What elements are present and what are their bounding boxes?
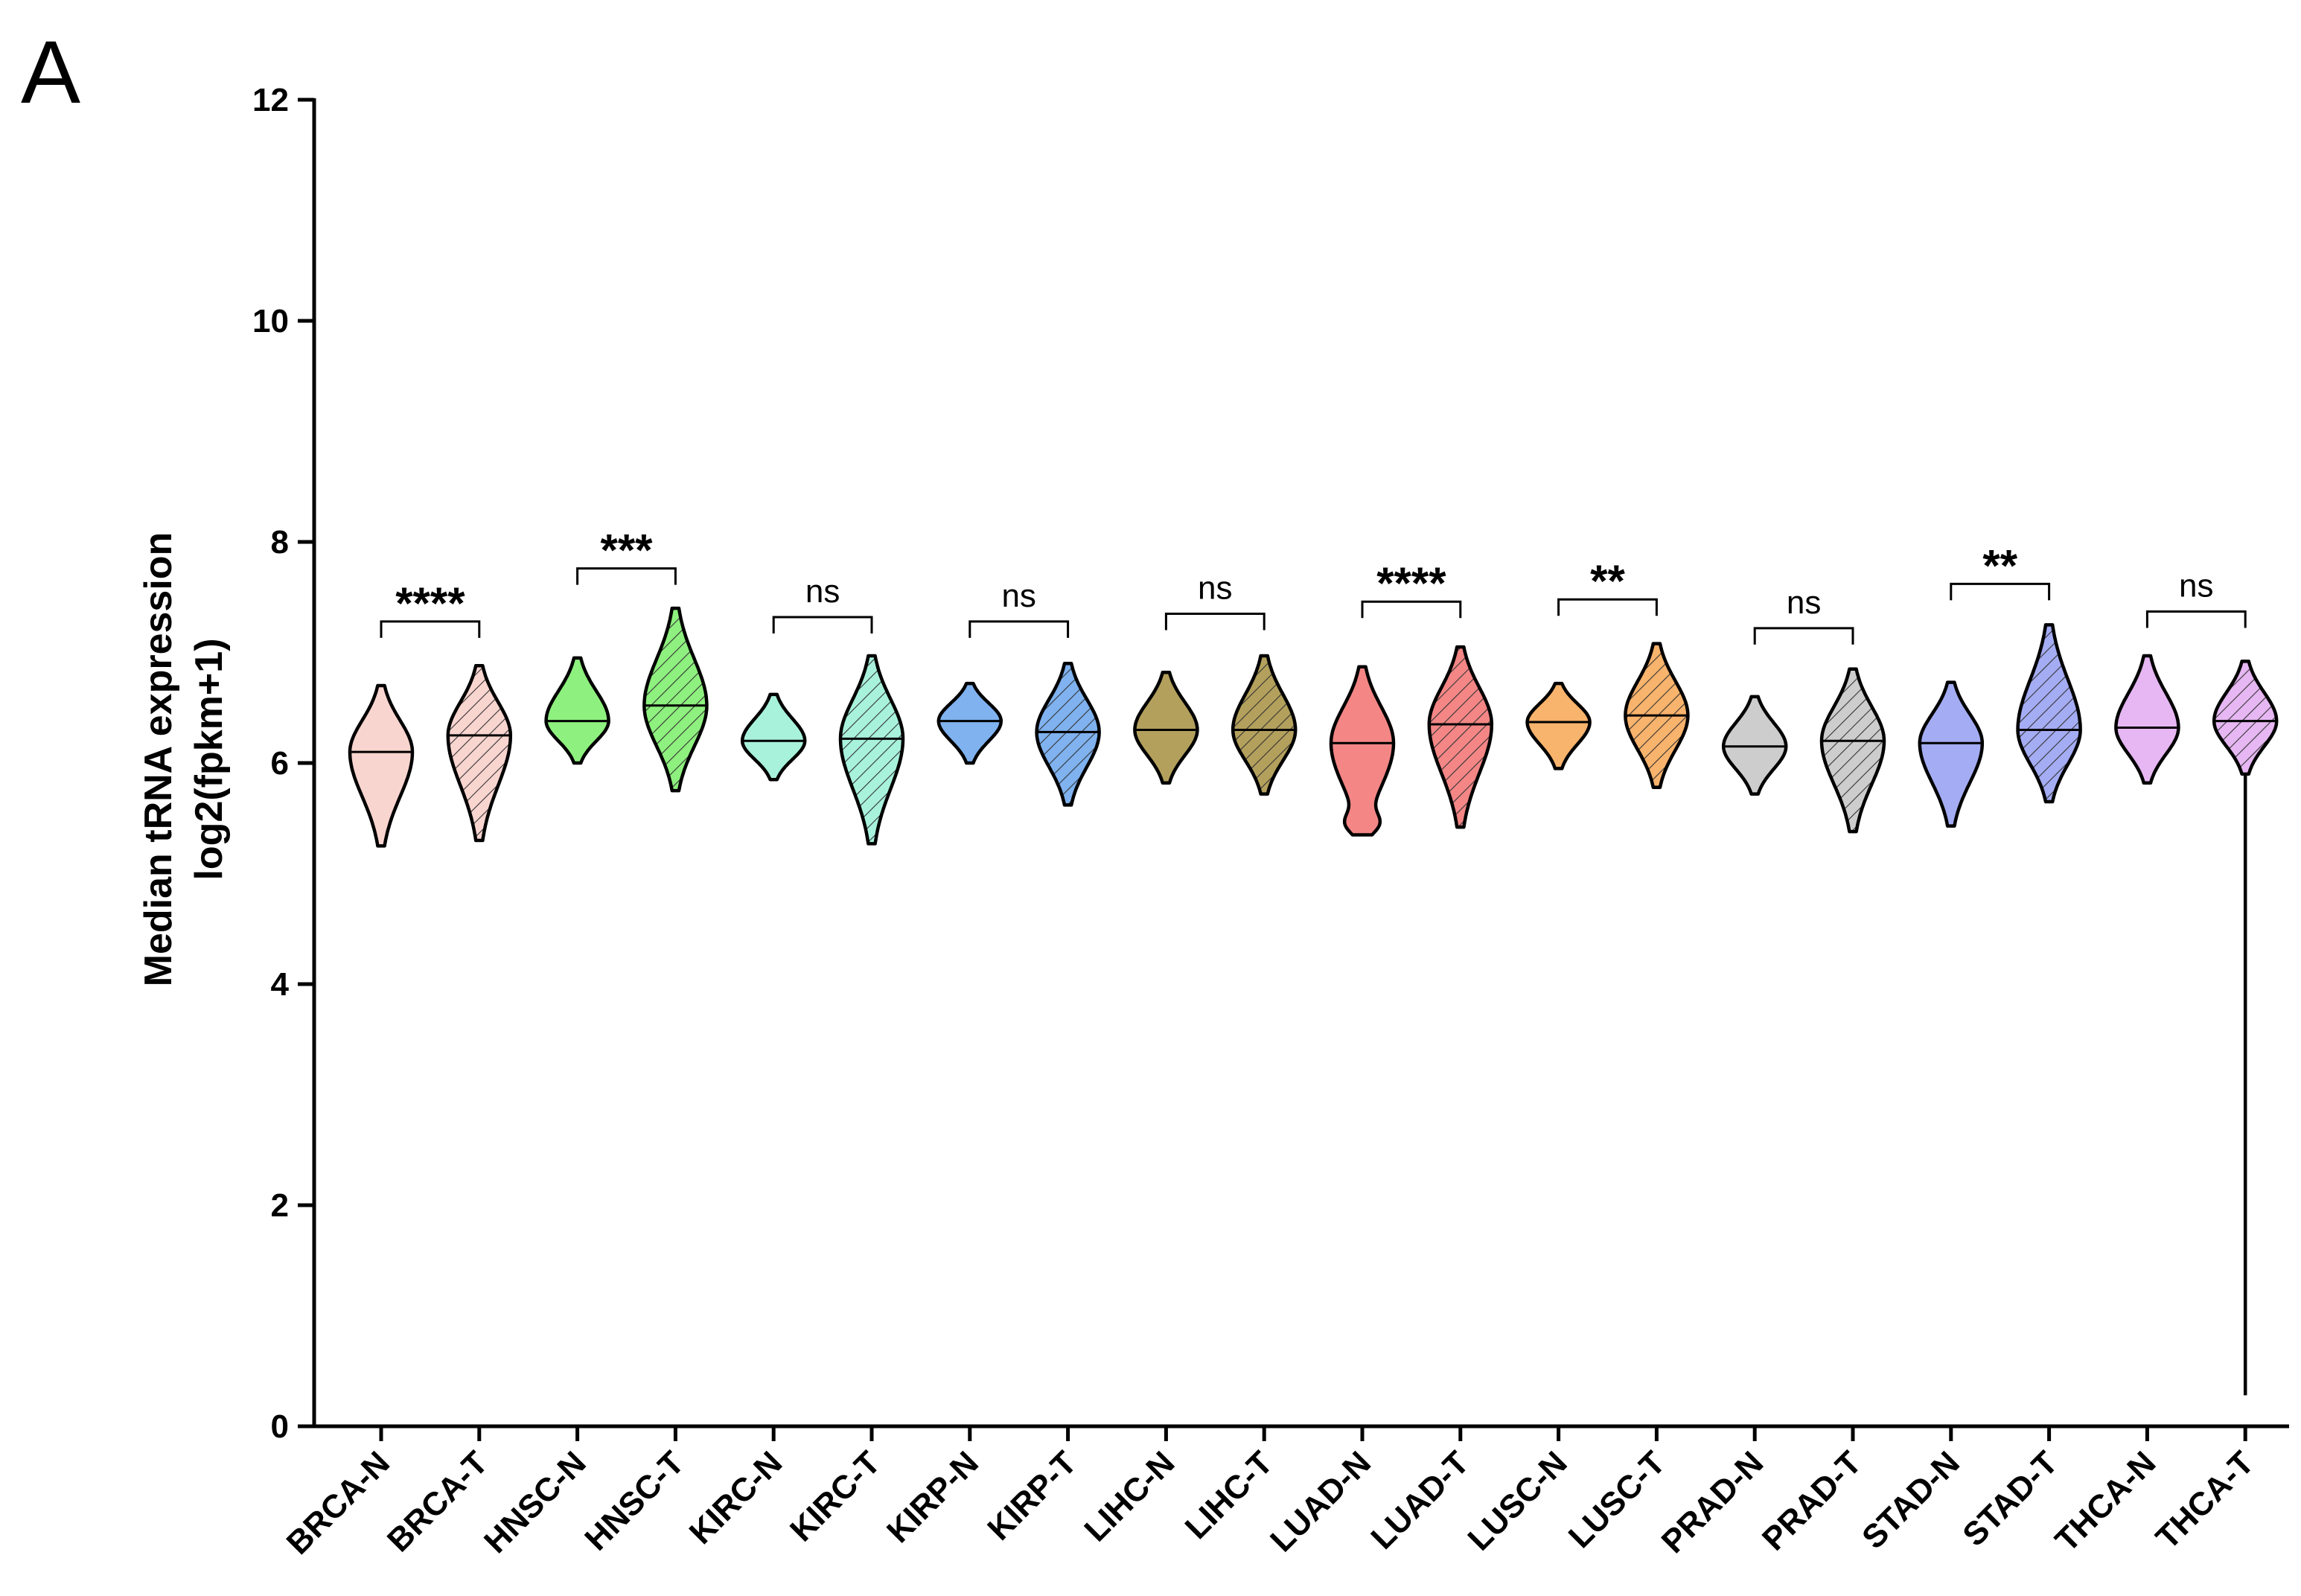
violin-lusc-t-outline <box>1624 642 1690 789</box>
sig-label-prad: ns <box>1787 584 1821 621</box>
sig-bracket-kirc <box>772 616 873 633</box>
y-tick-label: 2 <box>271 1187 289 1224</box>
x-tick-label: LUAD-T <box>1364 1444 1476 1557</box>
violin-luad-t-outline <box>1427 645 1494 829</box>
violin-lihc-n-fill <box>1134 672 1198 783</box>
sig-label-kirp: ns <box>1001 578 1035 614</box>
violin-stad-n-fill <box>1919 682 1982 826</box>
x-tick-label: KIRC-N <box>683 1444 790 1551</box>
sig-bracket-brca <box>380 620 481 638</box>
y-tick-label: 4 <box>271 966 290 1003</box>
x-tick-label: LUSC-T <box>1562 1444 1673 1555</box>
violin-series <box>348 606 2279 1396</box>
violin-thca-n-fill <box>2116 656 2179 783</box>
x-tick-label: BRCA-T <box>380 1444 495 1559</box>
violin-kirp-n-fill <box>938 683 1001 763</box>
violin-hnsc-n-outline <box>544 656 610 765</box>
x-tick-label: KIRP-N <box>880 1444 986 1550</box>
violin-luad-n-fill <box>1331 666 1394 835</box>
violin-kirc-n-fill <box>742 694 805 780</box>
violin-kirp-t-outline <box>1035 662 1101 807</box>
violin-hnsc-t-outline <box>642 606 709 793</box>
violin-hnsc-t-hatch <box>644 608 707 791</box>
x-tick-label: THCA-N <box>2049 1444 2163 1559</box>
violin-brca-n-fill <box>350 686 412 846</box>
violin-stad-t-hatch <box>2017 625 2081 802</box>
x-tick-label: KIRP-T <box>980 1444 1083 1547</box>
x-tick-label: HNSC-N <box>477 1444 593 1560</box>
sig-bracket-lihc <box>1164 613 1266 631</box>
sig-label-stad: ** <box>1982 540 2017 590</box>
sig-label-hnsc: *** <box>600 526 653 575</box>
sig-bracket-luad <box>1361 600 1462 619</box>
violin-hnsc-n-fill <box>546 657 609 763</box>
x-tick-label: STAD-T <box>1956 1444 2064 1553</box>
violin-brca-n-outline <box>348 683 415 848</box>
sig-bracket-stad <box>1950 582 2051 601</box>
violin-lihc-t-hatch <box>1233 656 1296 794</box>
x-tick-label: PRAD-T <box>1755 1444 1868 1557</box>
y-axis-title-line-1: Median tRNA expression <box>137 532 180 987</box>
violin-lusc-n-fill <box>1527 683 1590 769</box>
y-tick-label: 0 <box>271 1408 289 1445</box>
significance-annotations: *******ns ns ns **** ** ns** ns <box>380 526 2247 645</box>
y-tick-label: 8 <box>271 524 289 561</box>
violin-kirc-t-hatch <box>840 656 903 844</box>
y-tick-label: 6 <box>271 745 289 782</box>
x-tick-label: PRAD-N <box>1655 1444 1771 1560</box>
x-tick-label: BRCA-N <box>280 1444 397 1561</box>
sig-bracket-prad <box>1753 627 1854 645</box>
sig-label-brca: **** <box>395 578 465 628</box>
x-tick-label: LUAD-N <box>1263 1444 1378 1559</box>
sig-label-kirc: ns <box>805 573 840 610</box>
sig-label-thca: ns <box>2179 568 2213 604</box>
violin-kirc-t-outline <box>838 654 905 846</box>
axes: 024681012BRCA-NBRCA-THNSC-NHNSC-TKIRC-NK… <box>252 82 2289 1562</box>
sig-bracket-thca <box>2145 610 2247 628</box>
violin-prad-n-outline <box>1721 695 1788 796</box>
violin-lihc-n-outline <box>1133 670 1199 785</box>
violin-lihc-t-outline <box>1231 654 1298 796</box>
violin-thca-t-hatch <box>2214 661 2277 774</box>
sig-label-luad: **** <box>1376 558 1446 608</box>
violin-kirc-n-outline <box>740 692 807 782</box>
violin-brca-t-outline <box>446 664 513 843</box>
x-tick-label: KIRC-T <box>783 1444 887 1548</box>
violin-kirp-t-hatch <box>1036 663 1100 805</box>
y-axis-title-line-2: log2(fpkm+1) <box>188 638 231 880</box>
panel-label: A <box>21 22 80 122</box>
y-tick-label: 10 <box>252 303 289 339</box>
violin-lusc-n-outline <box>1525 681 1592 770</box>
violin-thca-n-outline <box>2114 654 2180 785</box>
violin-kirp-n-outline <box>936 681 1003 765</box>
x-tick-label: HNSC-T <box>578 1444 691 1557</box>
x-tick-label: LUSC-N <box>1461 1444 1574 1557</box>
violin-luad-n-outline <box>1329 665 1396 837</box>
violin-prad-t-outline <box>1819 667 1886 834</box>
violin-thca-t-outline <box>2212 660 2279 776</box>
sig-label-lusc: ** <box>1590 556 1625 606</box>
violin-prad-t-hatch <box>1822 668 1884 832</box>
violin-luad-t-hatch <box>1429 647 1492 828</box>
violin-brca-t-hatch <box>447 665 511 840</box>
sig-bracket-lusc <box>1557 598 1658 616</box>
violin-stad-n-outline <box>1918 680 1985 828</box>
x-tick-label: LIHC-T <box>1178 1444 1280 1546</box>
y-tick-label: 12 <box>252 82 289 118</box>
sig-bracket-kirp <box>968 620 1070 638</box>
sig-bracket-hnsc <box>576 567 677 585</box>
sig-label-lihc: ns <box>1198 570 1232 607</box>
x-tick-label: LIHC-N <box>1077 1444 1181 1548</box>
violin-stad-t-outline <box>2016 623 2082 804</box>
x-tick-label: STAD-N <box>1855 1444 1967 1556</box>
x-tick-label: THCA-T <box>2149 1444 2262 1557</box>
